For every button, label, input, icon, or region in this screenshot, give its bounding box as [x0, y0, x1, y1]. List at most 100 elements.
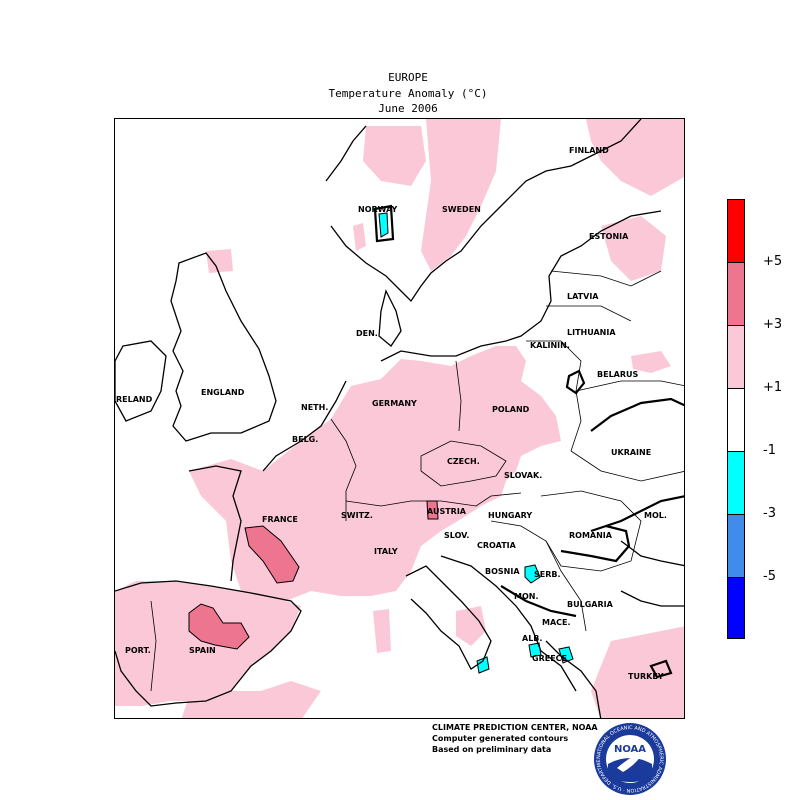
legend-bin-plus1-to-plus3 [727, 325, 745, 389]
legend-label-minus3: -3 [763, 506, 776, 521]
label-denmark: DEN. [356, 329, 378, 338]
label-sweden: SWEDEN [442, 205, 481, 214]
coast-italy [405, 565, 492, 670]
coast-iberia [115, 580, 302, 707]
border-pl-by [526, 340, 582, 452]
shading-baltic-east [601, 216, 666, 281]
coast-blacksea [620, 540, 684, 607]
label-moldova: MOL. [644, 511, 667, 520]
border-balkans [490, 520, 587, 632]
legend-bin-minus1-to-minus3 [727, 451, 745, 515]
shading-norway-west [353, 223, 366, 251]
zero-contours [373, 204, 684, 679]
label-montenegro: MON. [514, 592, 539, 601]
label-czech: CZECH. [447, 457, 480, 466]
credit-method: Computer generated contours [432, 734, 569, 743]
border-de-pl [455, 360, 462, 432]
border-baltics [546, 270, 662, 322]
noaa-logo-text: NOAA [614, 744, 646, 755]
coast-france-west [188, 465, 242, 582]
shading-norway-north [363, 126, 426, 186]
legend-label-minus5: -5 [763, 569, 776, 584]
label-poland: POLAND [492, 405, 530, 414]
border-alps [345, 492, 522, 507]
coast-france-north [262, 380, 347, 472]
shading-finland-east [586, 119, 684, 196]
country-borders [150, 270, 684, 692]
anomaly-shading-minus1 [378, 212, 574, 674]
coast-scandinavia [325, 119, 642, 303]
shading-spain-hot [188, 603, 250, 650]
label-turkey: TURKEY [628, 672, 664, 681]
legend-bin-plus5-above [727, 199, 745, 263]
label-latvia: LATVIA [567, 292, 599, 301]
contour-norway-loop [373, 204, 395, 243]
shading-turkey [591, 626, 684, 718]
country-labels: FINLAND NORWAY SWEDEN ESTONIA LATVIA DEN… [115, 146, 667, 681]
label-france: FRANCE [262, 515, 298, 524]
map-frame: FINLAND NORWAY SWEDEN ESTONIA LATVIA DEN… [114, 118, 685, 719]
shading-belarus [631, 351, 671, 373]
label-spain: SPAIN [189, 646, 216, 655]
credit-data-note: Based on preliminary data [432, 745, 552, 754]
shading-england-north [206, 249, 233, 273]
label-england: ENGLAND [201, 388, 245, 397]
label-italy: ITALY [374, 547, 398, 556]
label-netherlands: NETH. [301, 403, 328, 412]
label-finland: FINLAND [569, 146, 609, 155]
border-cz [420, 440, 507, 487]
legend-label-plus5: +5 [763, 254, 783, 269]
coast-ireland [115, 340, 167, 422]
coast-greece [545, 640, 602, 718]
noaa-logo: NATIONAL OCEANIC AND ATMOSPHERIC ADMINIS… [593, 722, 666, 795]
label-portugal: PORT. [125, 646, 151, 655]
label-hungary: HUNGARY [488, 511, 532, 520]
shading-central-europe [189, 346, 561, 601]
contour-ukraine [590, 397, 684, 533]
shading-north-africa [181, 681, 321, 718]
shading-norway-cool [378, 212, 389, 238]
shading-france-hot [244, 525, 300, 584]
shading-sweden [421, 119, 501, 271]
shading-sardinia [373, 609, 391, 653]
label-norway: NORWAY [358, 205, 398, 214]
map-variable-title: Temperature Anomaly (°C) [328, 87, 488, 100]
legend-label-plus1: +1 [763, 380, 783, 395]
label-austria: AUSTRIA [427, 507, 467, 516]
label-romania: ROMANIA [569, 531, 613, 540]
label-greece: GREECE [532, 654, 567, 663]
shading-albania-cool [528, 642, 542, 658]
border-iberia [150, 600, 157, 692]
coast-denmark [378, 289, 402, 347]
map-region-title: EUROPE [388, 71, 428, 84]
legend-label-plus3: +3 [763, 317, 783, 332]
noaa-logo-wave [608, 758, 652, 782]
coastlines [115, 119, 684, 718]
noaa-logo-bird [617, 750, 645, 772]
label-macedonia: MACE. [542, 618, 571, 627]
label-belarus: BELARUS [597, 370, 639, 379]
border-ua [570, 380, 684, 482]
contour-balkans [500, 585, 577, 618]
shading-italy-south [456, 606, 486, 646]
map-period-title: June 2006 [378, 102, 438, 115]
label-kaliningrad: KALININ. [530, 341, 570, 350]
europe-anomaly-map: FINLAND NORWAY SWEDEN ESTONIA LATVIA DEN… [115, 119, 684, 718]
coast-britain [170, 252, 277, 442]
legend-bin-minus3-to-minus5 [727, 514, 745, 578]
label-albania: ALB. [522, 634, 542, 643]
credit-agency: CLIMATE PREDICTION CENTER, NOAA [432, 723, 598, 732]
coast-adriatic [440, 555, 577, 692]
coast-baltic-south [380, 210, 662, 362]
label-estonia: ESTONIA [589, 232, 629, 241]
border-ro [540, 490, 642, 572]
label-serbia: SERB. [534, 570, 561, 579]
legend-bin-minus5-below [727, 577, 745, 639]
legend-bin-neutral [727, 388, 745, 452]
label-germany: GERMANY [372, 399, 417, 408]
label-belgium: BELG. [292, 435, 318, 444]
legend-label-minus1: -1 [763, 443, 776, 458]
label-slovenia: SLOV. [444, 531, 469, 540]
label-bosnia: BOSNIA [485, 567, 520, 576]
contour-turkey-loop [649, 659, 673, 679]
